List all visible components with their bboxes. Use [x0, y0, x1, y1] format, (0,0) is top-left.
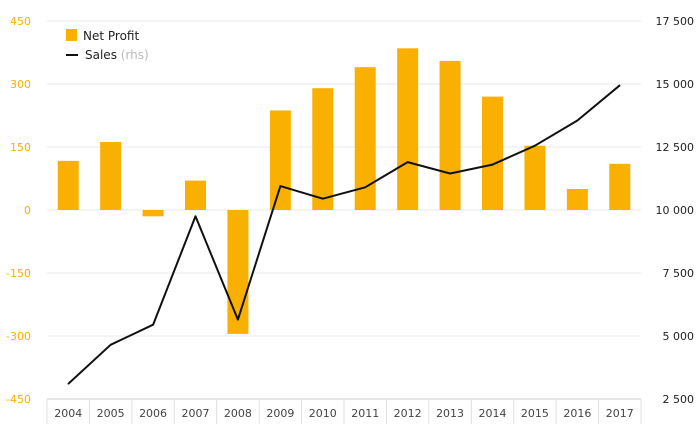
left-tick-label: 300 — [10, 78, 31, 91]
legend-label-sales-suffix: (rhs) — [121, 48, 149, 62]
net-profit-bars — [57, 48, 631, 334]
bar-2009 — [269, 110, 291, 210]
right-tick-label: 2 500 — [663, 393, 695, 406]
sales-point-2010 — [322, 198, 324, 200]
sales-point-2004 — [67, 383, 69, 385]
sales-point-2006 — [152, 324, 154, 326]
left-tick-label: 450 — [10, 15, 31, 28]
right-tick-label: 12 500 — [656, 141, 695, 154]
sales-point-2013 — [449, 172, 451, 175]
x-tick-label: 2013 — [436, 407, 464, 420]
x-tick-label: 2016 — [563, 407, 591, 420]
left-tick-label: 150 — [10, 141, 31, 154]
x-tick-label: 2008 — [224, 407, 252, 420]
bar-2013 — [439, 60, 461, 211]
right-tick-label: 5 000 — [663, 330, 695, 343]
x-tick-label: 2005 — [97, 407, 125, 420]
sales-line — [67, 84, 621, 385]
right-tick-label: 17 500 — [656, 15, 695, 28]
left-tick-label: -450 — [6, 393, 31, 406]
legend-label-net-profit: Net Profit — [83, 29, 139, 43]
bar-2004 — [57, 160, 79, 210]
x-tick-label: 2011 — [351, 407, 379, 420]
bar-2012 — [397, 48, 419, 210]
left-axis-ticks: 450 300 150 0 -150 -300 -450 — [6, 15, 31, 406]
legend: Net Profit Sales (rhs) — [66, 29, 149, 62]
right-tick-label: 7 500 — [663, 267, 695, 280]
x-tick-label: 2015 — [521, 407, 549, 420]
sales-point-2007 — [194, 215, 197, 217]
x-tick-label: 2012 — [394, 407, 422, 420]
sales-point-2009 — [279, 185, 281, 187]
bar-2006 — [142, 210, 164, 217]
bar-2014 — [482, 96, 503, 210]
bar-2008 — [227, 210, 249, 334]
right-axis-ticks: 17 500 15 000 12 500 10 000 7 500 5 000 2 500 — [656, 15, 695, 406]
sales-point-2011 — [364, 186, 366, 188]
sales-point-2016 — [576, 119, 578, 122]
left-tick-label: -150 — [6, 267, 31, 280]
x-tick-label: 2014 — [479, 407, 507, 420]
sales-point-2015 — [534, 145, 536, 147]
bar-2015 — [524, 145, 546, 210]
legend-swatch-net-profit — [66, 29, 77, 41]
bar-2005 — [100, 141, 122, 210]
x-tick-label: 2009 — [266, 407, 294, 420]
svg-text:Sales (rhs): Sales (rhs) — [85, 48, 149, 62]
bar-2017 — [609, 163, 631, 210]
bar-2016 — [566, 189, 588, 210]
x-axis-ticks: 2004 2005 2006 2007 2008 2009 2010 2011 2012 2013… — [54, 407, 634, 420]
bar-2007 — [185, 180, 206, 210]
bar-2011 — [354, 67, 376, 210]
bar-2010 — [312, 88, 334, 210]
x-tick-label: 2010 — [309, 407, 337, 420]
grid-lines — [47, 20, 641, 400]
x-tick-label: 2006 — [139, 407, 167, 420]
right-tick-label: 10 000 — [656, 204, 695, 217]
sales-line-group — [67, 84, 621, 385]
x-tick-label: 2004 — [54, 407, 82, 420]
axes — [46, 398, 642, 424]
sales-point-2014 — [491, 164, 494, 166]
sales-point-2008 — [237, 319, 239, 321]
sales-point-2012 — [407, 161, 409, 163]
left-tick-label: -300 — [6, 330, 31, 343]
left-tick-label: 0 — [24, 204, 31, 217]
legend-label-sales: Sales — [85, 48, 117, 62]
right-tick-label: 15 000 — [656, 78, 695, 91]
x-tick-label: 2017 — [606, 407, 634, 420]
x-tick-label: 2007 — [182, 407, 210, 420]
sales-point-2005 — [110, 344, 112, 346]
sales-point-2017 — [619, 84, 621, 86]
